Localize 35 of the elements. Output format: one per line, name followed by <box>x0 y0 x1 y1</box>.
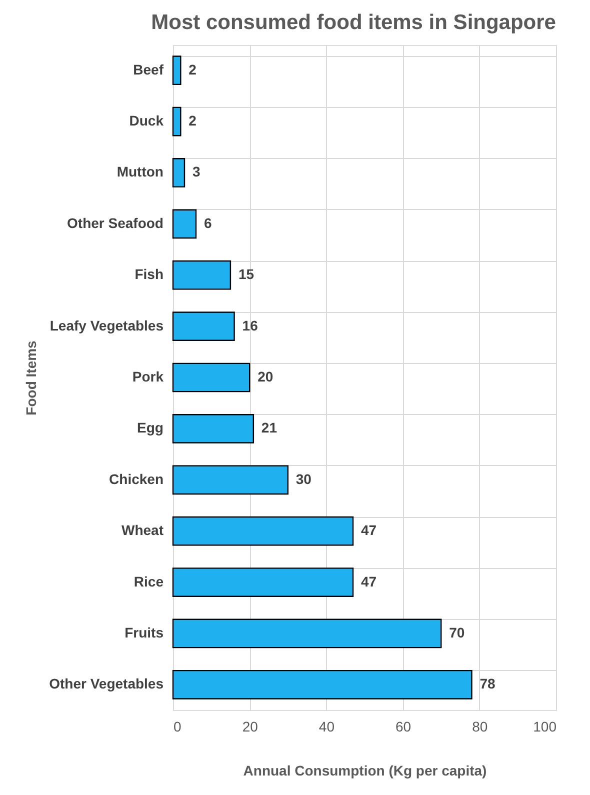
data-label: 47 <box>361 522 377 538</box>
y-tick-label: Fruits <box>124 624 164 640</box>
y-tick-label: Duck <box>129 112 164 129</box>
y-tick-label: Other Seafood <box>67 214 164 231</box>
y-tick-label: Wheat <box>122 522 164 538</box>
x-axis-title: Annual Consumption (Kg per capita) <box>243 762 487 778</box>
y-tick-label: Chicken <box>109 470 164 487</box>
data-label: 3 <box>192 164 200 180</box>
data-label: 78 <box>480 676 496 692</box>
chart-title: Most consumed food items in Singapore <box>151 11 556 34</box>
data-label: 70 <box>449 624 465 640</box>
y-tick-label: Beef <box>133 61 164 78</box>
y-tick-label: Mutton <box>116 164 164 180</box>
data-label: 30 <box>296 470 312 487</box>
x-tick-label: 40 <box>318 718 335 734</box>
data-label: 2 <box>188 112 197 129</box>
x-tick-label: 20 <box>242 718 258 734</box>
x-tick-label: 80 <box>472 718 488 734</box>
y-tick-label: Leafy Vegetables <box>50 317 164 334</box>
y-tick-label: Rice <box>134 573 164 590</box>
data-label: 16 <box>242 317 258 334</box>
data-label: 20 <box>258 368 274 384</box>
x-tick-label: 0 <box>174 718 182 734</box>
y-tick-label: Fish <box>134 266 164 282</box>
data-label: 6 <box>204 214 212 231</box>
data-label: 47 <box>361 573 377 590</box>
x-tick-label: 100 <box>533 718 557 734</box>
y-tick-label: Egg <box>137 420 164 436</box>
data-label: 2 <box>188 61 197 78</box>
y-tick-label: Other Vegetables <box>49 676 164 692</box>
data-label: 15 <box>238 266 254 282</box>
y-axis-title: Food Items <box>23 340 40 416</box>
data-label: 21 <box>261 420 278 436</box>
y-tick-label: Pork <box>132 368 164 384</box>
x-tick-label: 60 <box>396 718 412 734</box>
